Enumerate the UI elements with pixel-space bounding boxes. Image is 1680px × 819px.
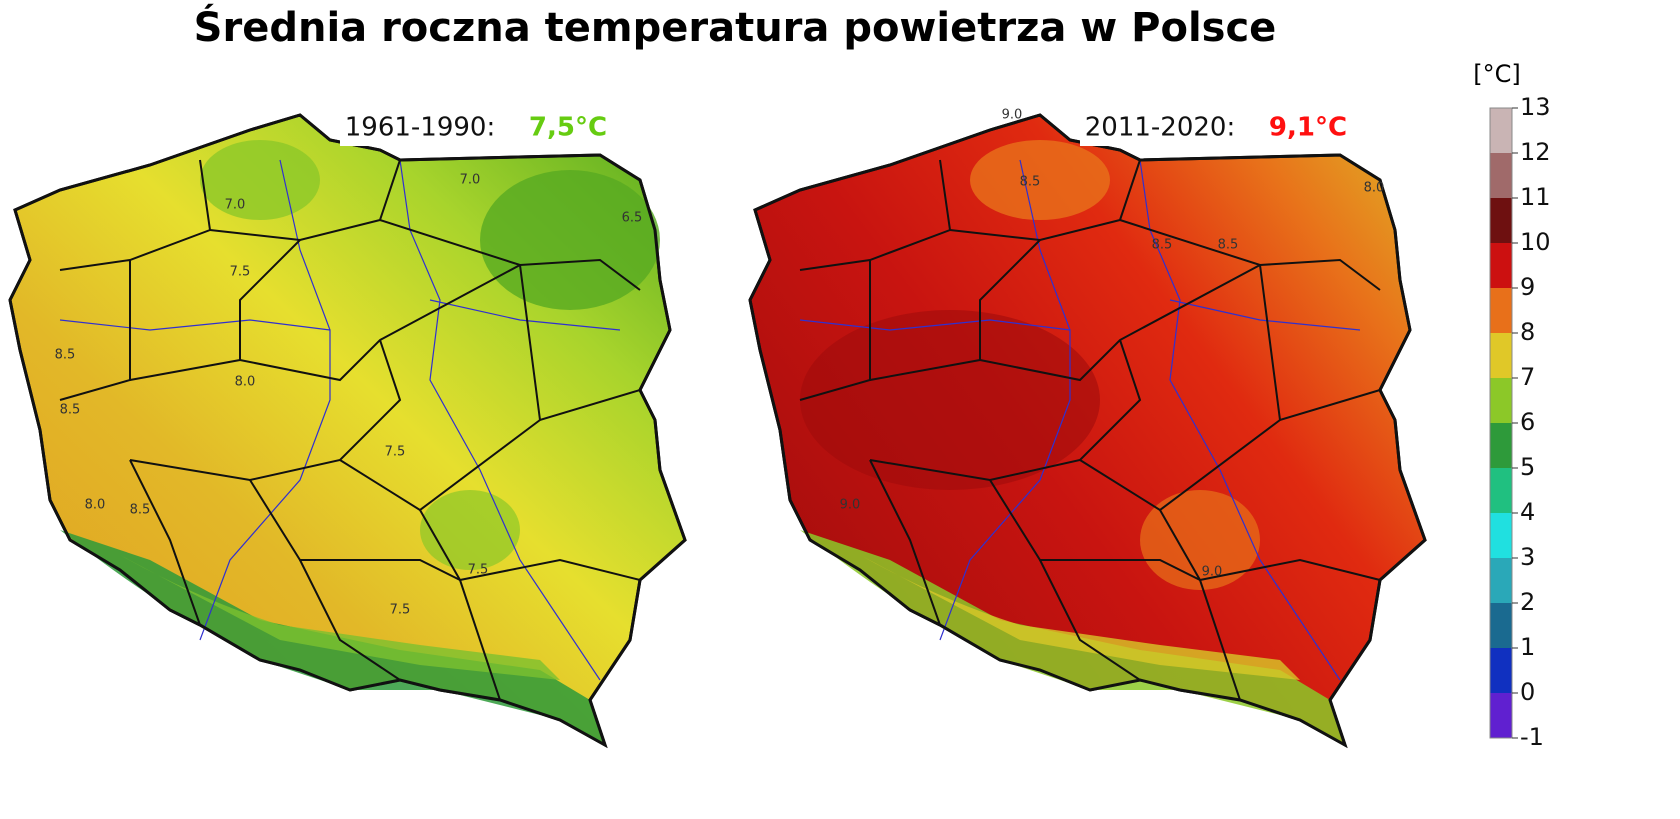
color-band — [1490, 693, 1512, 739]
color-band — [1490, 288, 1512, 334]
region-border — [979, 264, 1261, 382]
region-border — [299, 559, 401, 681]
contour-label: 8.5 — [1020, 175, 1041, 190]
tick-label: 1 — [1520, 633, 1535, 661]
river — [1139, 159, 1341, 681]
color-band — [1490, 513, 1512, 559]
region-border — [129, 239, 301, 381]
color-band — [1490, 333, 1512, 379]
contour-label: 8.0 — [85, 498, 106, 513]
contour-label: 7.5 — [390, 603, 411, 618]
mean-value: 9,1°C — [1269, 113, 1347, 143]
tick-label: -1 — [1520, 723, 1544, 751]
river — [429, 299, 621, 331]
contour-label: 8.5 — [1218, 238, 1239, 253]
country-border — [748, 113, 1427, 749]
contour-label: 8.5 — [55, 348, 76, 363]
region-border — [249, 479, 461, 581]
contour-label: 9.0 — [840, 498, 861, 513]
river — [199, 159, 331, 641]
region-orange — [970, 140, 1110, 220]
header-bg — [1080, 110, 1360, 146]
header-bg — [340, 110, 620, 146]
contour-label: 9.0 — [1002, 108, 1023, 123]
color-band — [1490, 378, 1512, 424]
tick-label: 10 — [1520, 228, 1551, 256]
contour-label: 7.0 — [460, 173, 481, 188]
region-border — [209, 159, 401, 242]
color-band — [1490, 198, 1512, 244]
contour-label: 8.0 — [235, 375, 256, 390]
contour-label: 7.5 — [230, 265, 251, 280]
region-border — [949, 159, 1141, 242]
map: 2011-2020: 9,1°C 9.0 8.5 8.5 8.5 8.0 9.0 9.0 — [748, 108, 1427, 749]
period-label: 2011-2020: — [1085, 113, 1235, 143]
region-orange — [1140, 490, 1260, 590]
contour-label: 8.5 — [60, 403, 81, 418]
contour-label: 7.0 — [225, 198, 246, 213]
color-band — [1490, 243, 1512, 289]
region-border — [1199, 579, 1241, 701]
tick-label: 0 — [1520, 678, 1535, 706]
region-border — [129, 459, 201, 626]
tick-label: 3 — [1520, 543, 1535, 571]
country-border — [8, 113, 687, 749]
river — [1169, 299, 1361, 331]
period-label: 1961-1990: — [345, 113, 495, 143]
tick-label: 7 — [1520, 363, 1535, 391]
region-border — [799, 159, 952, 271]
tick-label: 9 — [1520, 273, 1535, 301]
tick-label: 12 — [1520, 138, 1551, 166]
region-border — [989, 479, 1201, 581]
color-band — [1490, 153, 1512, 199]
river — [939, 159, 1071, 641]
foothills — [120, 555, 560, 680]
region-border — [239, 264, 521, 382]
region-border — [459, 579, 501, 701]
tick-label: 6 — [1520, 408, 1535, 436]
region-border — [379, 219, 641, 291]
title: Średnia roczna temperatura powietrza w P… — [194, 3, 1277, 51]
region-border — [59, 159, 212, 271]
tick-label: 4 — [1520, 498, 1535, 526]
region-border — [869, 459, 941, 626]
colorbar-unit: [°C] — [1473, 60, 1520, 88]
region-green — [200, 140, 320, 220]
tick-label: 5 — [1520, 453, 1535, 481]
river — [399, 159, 601, 681]
tick-label: 13 — [1520, 93, 1551, 121]
map: 1961-1990: 7,5°C 7.0 7.0 6.5 7.5 8.0 8.5 8.5 8.0 8… — [8, 110, 687, 749]
river — [799, 319, 1071, 331]
contour-label: 7.5 — [468, 563, 489, 578]
region-green — [480, 170, 660, 310]
contour-label: 8.5 — [130, 503, 151, 518]
region-dark — [800, 310, 1100, 490]
region-green — [420, 490, 520, 570]
contour-label: 9.0 — [1202, 565, 1223, 580]
color-band — [1490, 558, 1512, 604]
contour-label: 8.5 — [1152, 238, 1173, 253]
river — [59, 319, 331, 331]
contour-label: 8.0 — [1364, 181, 1385, 196]
contour-label: 6.5 — [622, 211, 643, 226]
tick-label: 11 — [1520, 183, 1551, 211]
mean-value: 7,5°C — [529, 113, 607, 143]
region-border — [1119, 219, 1381, 291]
region-border — [1159, 509, 1381, 582]
region-border — [419, 509, 641, 582]
region-border — [1039, 559, 1141, 681]
tick-label: 8 — [1520, 318, 1535, 346]
color-band — [1490, 468, 1512, 514]
foothills — [860, 555, 1300, 680]
region-border — [869, 239, 1041, 381]
color-band — [1490, 108, 1512, 154]
color-band — [1490, 423, 1512, 469]
tick-label: 2 — [1520, 588, 1535, 616]
contour-label: 7.5 — [385, 445, 406, 460]
color-band — [1490, 648, 1512, 694]
color-band — [1490, 603, 1512, 649]
